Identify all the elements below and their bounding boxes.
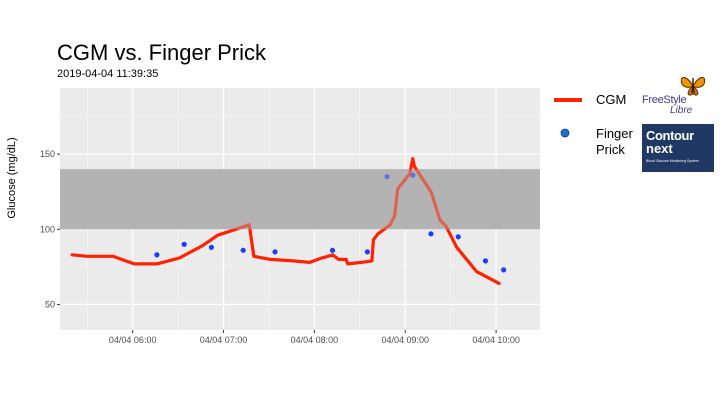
chart-title: CGM vs. Finger Prick <box>57 40 267 65</box>
libre-wordmark: Libre <box>670 105 693 116</box>
legend-finger-swatch <box>560 128 570 138</box>
legend-finger-label-line1: Finger <box>596 126 633 141</box>
finger-prick-point <box>272 249 278 255</box>
legend-finger-label-line2: Prick <box>596 142 625 157</box>
y-tick-label: 50 <box>45 299 55 309</box>
contour-wordmark: Contour <box>646 128 694 143</box>
finger-prick-point <box>501 267 507 273</box>
finger-prick-point <box>364 249 370 255</box>
finger-prick-point <box>208 244 215 250</box>
target-range-layer <box>60 169 540 230</box>
finger-prick-point <box>482 258 489 264</box>
finger-prick-point <box>428 231 434 237</box>
axis-layer: 50 100 150 04/04 06:00 04/04 07:00 04/04 08:0… <box>40 149 520 345</box>
finger-prick-point <box>154 252 160 258</box>
x-tick-label: 04/04 08:00 <box>291 335 339 345</box>
contour-tagline: Blood Glucose Monitoring System <box>646 159 699 163</box>
x-tick-label: 04/04 09:00 <box>381 335 429 345</box>
x-tick-label: 04/04 07:00 <box>200 335 248 345</box>
legend-cgm-label: CGM <box>596 92 627 107</box>
target-range-overlay <box>60 169 540 230</box>
legend-finger-key <box>560 128 570 138</box>
finger-prick-point <box>181 241 187 247</box>
legend-cgm-key <box>554 98 582 102</box>
butterfly-icon <box>680 77 706 96</box>
target-range-band <box>60 169 540 230</box>
contour-next-logo: Contour next Blood Glucose Monitoring Sy… <box>642 124 714 172</box>
finger-prick-point <box>410 172 416 178</box>
finger-prick-point <box>240 247 246 253</box>
next-wordmark: next <box>646 141 673 156</box>
finger-prick-point <box>384 174 390 180</box>
chart-subtitle: 2019-04-04 11:39:35 <box>57 68 159 80</box>
x-tick-label: 04/04 06:00 <box>109 335 157 345</box>
freestyle-wordmark: FreeStyle <box>642 94 687 106</box>
y-tick-label: 100 <box>40 224 55 234</box>
finger-prick-point <box>455 234 461 240</box>
freestyle-libre-logo: FreeStyle Libre <box>640 72 714 120</box>
y-tick-label: 150 <box>40 149 55 159</box>
legend-finger-label: Finger Prick <box>596 126 633 158</box>
x-tick-label: 04/04 10:00 <box>472 335 520 345</box>
series-layer <box>60 157 540 285</box>
finger-prick-point <box>329 247 336 253</box>
cgm-line <box>70 157 501 285</box>
